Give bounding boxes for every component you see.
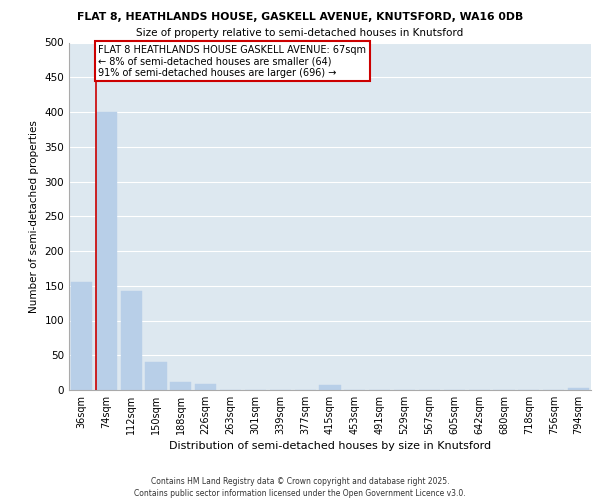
Bar bbox=[319, 385, 341, 390]
Bar bbox=[145, 362, 167, 390]
Text: FLAT 8 HEATHLANDS HOUSE GASKELL AVENUE: 67sqm
← 8% of semi-detached houses are s: FLAT 8 HEATHLANDS HOUSE GASKELL AVENUE: … bbox=[98, 44, 366, 78]
Bar bbox=[195, 384, 216, 390]
Bar bbox=[568, 388, 589, 390]
Text: Size of property relative to semi-detached houses in Knutsford: Size of property relative to semi-detach… bbox=[136, 28, 464, 38]
X-axis label: Distribution of semi-detached houses by size in Knutsford: Distribution of semi-detached houses by … bbox=[169, 441, 491, 451]
Bar bbox=[170, 382, 191, 390]
Bar bbox=[71, 282, 92, 390]
Bar bbox=[96, 112, 117, 390]
Y-axis label: Number of semi-detached properties: Number of semi-detached properties bbox=[29, 120, 39, 312]
Text: Contains HM Land Registry data © Crown copyright and database right 2025.
Contai: Contains HM Land Registry data © Crown c… bbox=[134, 476, 466, 498]
Bar bbox=[121, 290, 142, 390]
Text: FLAT 8, HEATHLANDS HOUSE, GASKELL AVENUE, KNUTSFORD, WA16 0DB: FLAT 8, HEATHLANDS HOUSE, GASKELL AVENUE… bbox=[77, 12, 523, 22]
